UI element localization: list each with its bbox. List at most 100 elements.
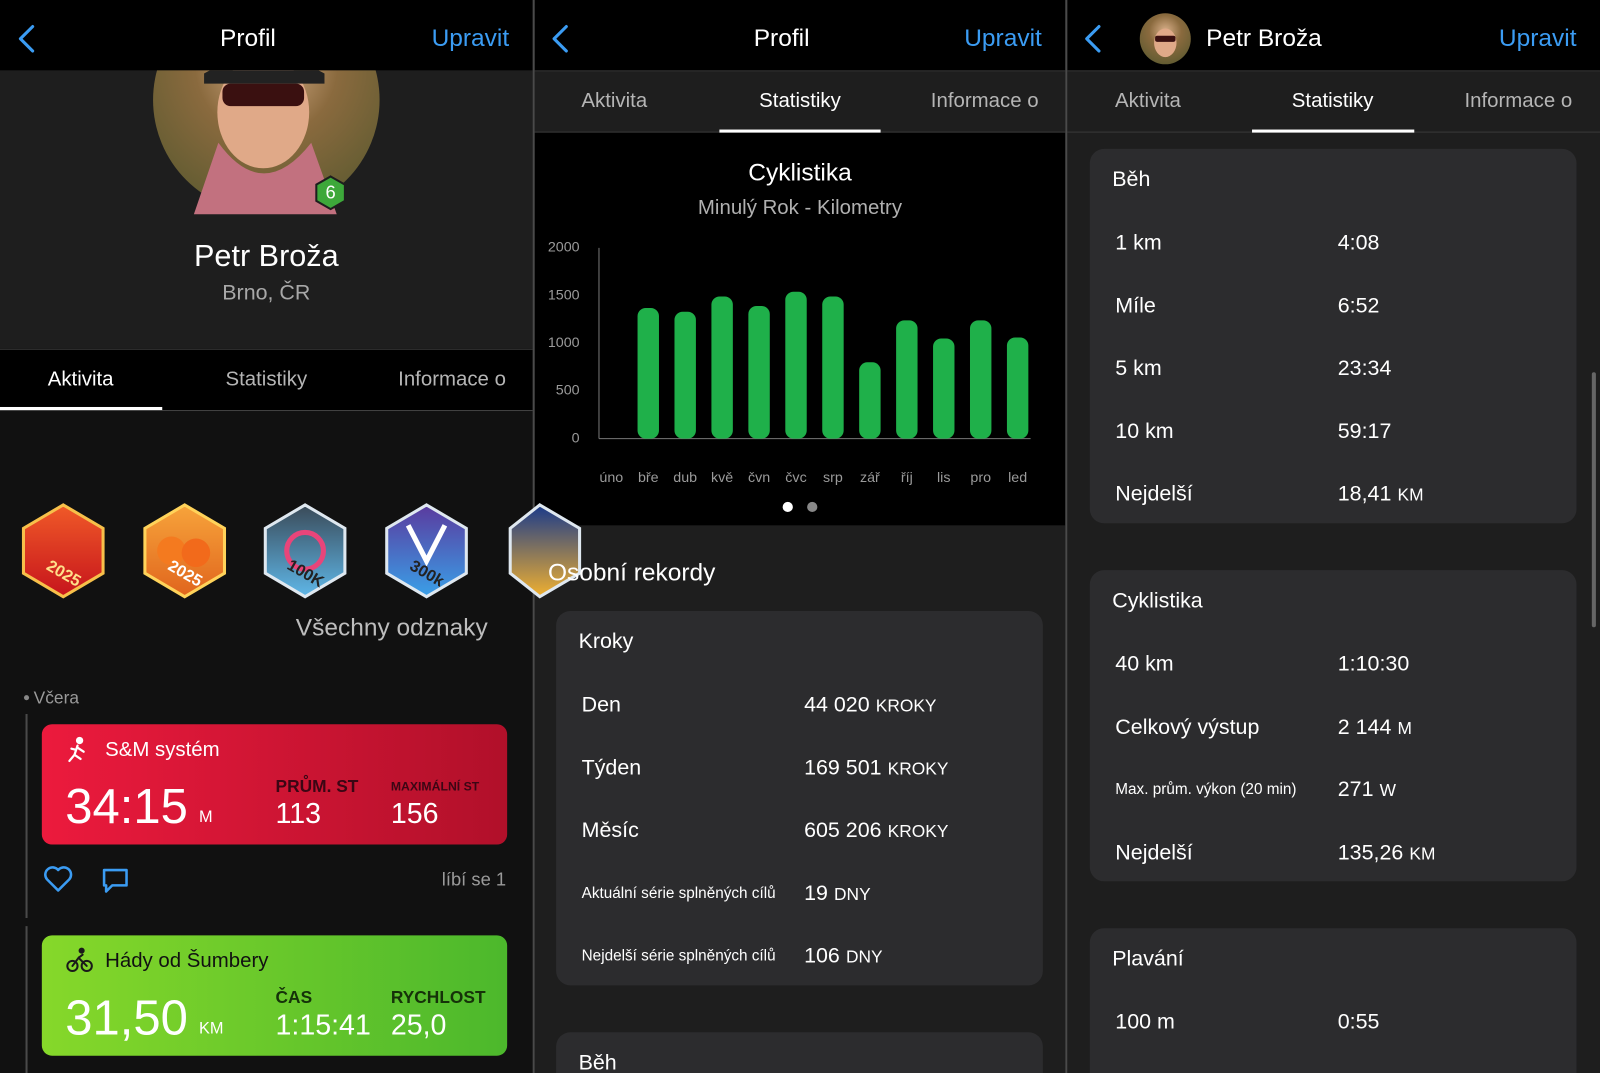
record-label: 100 m xyxy=(1115,1010,1175,1034)
record-label: 1 km xyxy=(1115,231,1162,255)
profile-location: Brno, ČR xyxy=(222,281,311,305)
record-label: Nejdelší xyxy=(1115,840,1193,864)
x-tick-label: bře xyxy=(638,470,659,486)
bar xyxy=(969,320,992,439)
back-button[interactable] xyxy=(1085,24,1101,53)
badge xyxy=(508,503,582,599)
header-title: Profil xyxy=(220,24,276,53)
record-value: 6:52 xyxy=(1338,295,1380,316)
stat-value: 113 xyxy=(275,797,322,830)
timeline-dot xyxy=(23,695,30,701)
activity-unit: M xyxy=(198,808,213,827)
value: 0:55 xyxy=(1337,1010,1380,1034)
stat-label: MAXIMÁLNÍ ST xyxy=(390,779,480,794)
value: 135,26 xyxy=(1337,840,1404,864)
activity-title: Hády od Šumbery xyxy=(105,949,269,973)
x-tick-label: dub xyxy=(673,470,697,486)
record-label: Nejdelší xyxy=(1115,481,1193,506)
tab-underline xyxy=(719,129,881,133)
unit: KROKY xyxy=(887,758,949,779)
tab[interactable]: Aktivita xyxy=(1115,89,1181,113)
activity-card[interactable] xyxy=(41,935,508,1056)
y-tick-label: 2000 xyxy=(548,240,580,256)
header-bar xyxy=(0,0,533,71)
chart-subtitle: Minulý Rok - Kilometry xyxy=(697,196,903,220)
value: 18,41 xyxy=(1337,481,1392,506)
value: 605 206 xyxy=(804,818,882,843)
bar xyxy=(859,362,881,439)
tab[interactable]: Informace o xyxy=(398,368,506,391)
record-label: Měsíc xyxy=(581,818,639,843)
bar xyxy=(822,296,844,439)
stat-value: 1:15:41 xyxy=(275,1008,371,1041)
section-title: Osobní rekordy xyxy=(547,558,716,587)
record-label: Nejdelší série splněných cílů xyxy=(581,947,776,965)
record-value: 23:34 xyxy=(1338,358,1392,379)
record-label: 5 km xyxy=(1115,356,1162,380)
value: 2 144 xyxy=(1337,715,1392,739)
activity-unit: KM xyxy=(198,1020,224,1038)
bar xyxy=(637,307,659,439)
unit: DNY xyxy=(834,884,871,904)
header-title: Profil xyxy=(753,24,810,53)
comment-button[interactable] xyxy=(102,868,128,893)
avatar xyxy=(153,70,380,215)
back-button[interactable] xyxy=(18,24,35,53)
tab[interactable]: Statistiky xyxy=(225,368,308,391)
record-label: Míle xyxy=(1115,293,1156,318)
value: 1:10:30 xyxy=(1337,652,1410,676)
run-icon xyxy=(68,736,85,763)
edit-button[interactable]: Upravit xyxy=(1498,24,1577,53)
tab[interactable]: Aktivita xyxy=(47,368,114,391)
all-badges-link[interactable]: Všechny odznaky xyxy=(295,614,488,642)
bar xyxy=(711,296,733,439)
back-button[interactable] xyxy=(552,24,568,53)
record-card xyxy=(1089,928,1577,1073)
unit: KM xyxy=(1409,843,1436,863)
value: 106 xyxy=(804,944,840,968)
activity-value: 31,50 xyxy=(65,991,188,1046)
record-value: 135,26 KM xyxy=(1337,840,1436,864)
value: 6:52 xyxy=(1337,293,1380,318)
x-tick-label: lis xyxy=(937,470,950,486)
unit: M xyxy=(1397,718,1412,738)
avatar-small xyxy=(1139,13,1191,65)
record-label: Týden xyxy=(581,755,642,780)
x-tick-label: pro xyxy=(970,470,991,486)
badge xyxy=(21,503,105,599)
unit: DNY xyxy=(845,947,883,967)
record-value: 106 DNY xyxy=(804,945,883,966)
tab[interactable]: Informace o xyxy=(1464,89,1573,113)
edit-button[interactable]: Upravit xyxy=(964,24,1042,53)
pager-dot[interactable] xyxy=(782,501,793,513)
record-value: 0:55 xyxy=(1338,1011,1380,1032)
bar xyxy=(748,306,770,439)
chart-title: Cyklistika xyxy=(748,159,852,187)
unit: W xyxy=(1379,780,1397,801)
profile-name: Petr Broža xyxy=(194,239,339,274)
record-label: Den xyxy=(581,693,621,717)
edit-button[interactable]: Upravit xyxy=(431,24,510,53)
y-tick-label: 1000 xyxy=(548,335,580,351)
tab[interactable]: Statistiky xyxy=(1291,89,1374,113)
tab[interactable]: Aktivita xyxy=(581,89,648,113)
x-tick-label: úno xyxy=(599,470,623,486)
x-tick-label: říj xyxy=(901,470,913,486)
badge xyxy=(263,503,347,599)
header-name: Petr Broža xyxy=(1206,24,1322,53)
record-label: 40 km xyxy=(1115,652,1174,676)
badges xyxy=(21,503,582,599)
value: 169 501 xyxy=(804,755,882,780)
activity-card[interactable] xyxy=(41,724,508,845)
card-title: Plavání xyxy=(1112,947,1184,971)
record-value: 44 020 KROKY xyxy=(804,694,936,715)
tab[interactable]: Informace o xyxy=(930,89,1039,113)
like-button[interactable] xyxy=(44,866,73,892)
pager-dot[interactable] xyxy=(807,501,818,513)
card-title: Běh xyxy=(578,1051,617,1073)
tab-underline xyxy=(0,406,163,411)
record-value: 169 501 KROKY xyxy=(804,757,948,778)
level-badge xyxy=(315,175,346,211)
tab[interactable]: Statistiky xyxy=(759,89,841,113)
record-value: 4:08 xyxy=(1338,232,1380,253)
